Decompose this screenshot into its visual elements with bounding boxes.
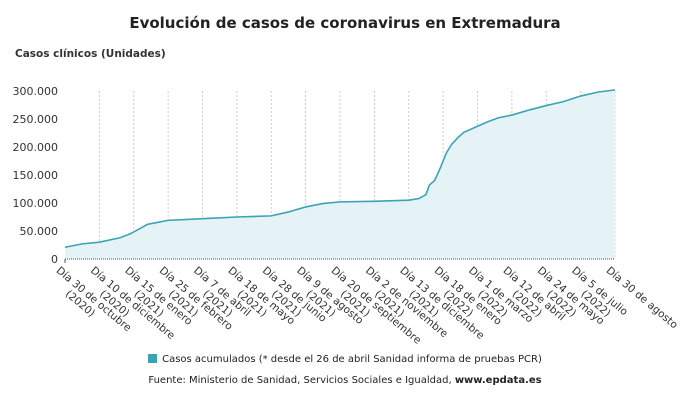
chart-title: Evolución de casos de coronavirus en Ext… xyxy=(129,14,561,32)
legend-swatch xyxy=(148,354,158,363)
y-tick-label: 150.000 xyxy=(13,169,59,182)
y-tick-label: 50.000 xyxy=(20,225,59,238)
source-text: Fuente: Ministerio de Sanidad, Servicios… xyxy=(148,375,455,386)
y-tick-label: 100.000 xyxy=(13,197,59,210)
y-axis-label: Casos clínicos (Unidades) xyxy=(15,48,166,60)
area-fill xyxy=(65,89,615,259)
y-tick-label: 200.000 xyxy=(13,141,59,154)
legend-label: Casos acumulados (* desde el 26 de abril… xyxy=(162,354,542,365)
y-tick-label: 0 xyxy=(51,253,58,266)
y-tick-label: 250.000 xyxy=(13,113,59,126)
series-line xyxy=(64,89,616,249)
source-link[interactable]: www.epdata.es xyxy=(454,375,542,386)
source-note: Fuente: Ministerio de Sanidad, Servicios… xyxy=(0,375,690,386)
y-tick-label: 300.000 xyxy=(13,85,59,98)
legend: Casos acumulados (* desde el 26 de abril… xyxy=(0,354,690,365)
chart-plot: 0 50.000 100.000 150.000 200.000 250.000 300.0… xyxy=(13,85,680,347)
